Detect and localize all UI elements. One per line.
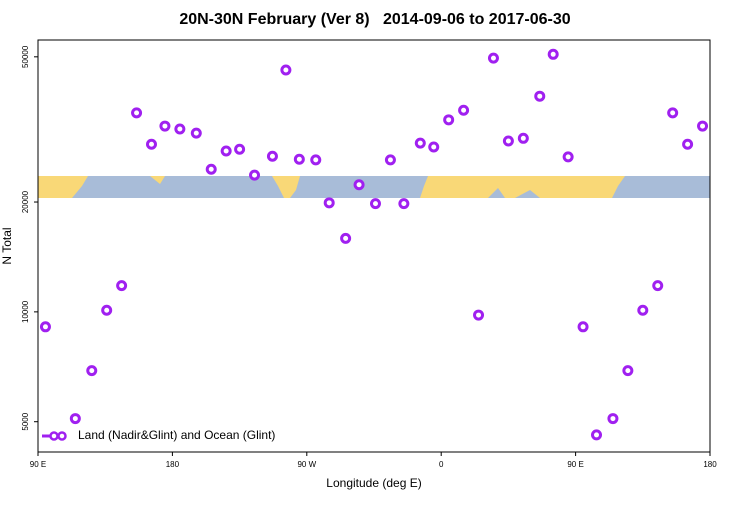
point [534, 90, 546, 102]
y-axis-label: N Total [0, 227, 14, 264]
chart-title: 20N-30N February (Ver 8) 2014-09-06 to 2… [179, 11, 570, 28]
point [323, 197, 335, 209]
x-tick-label: 90 E [567, 460, 583, 469]
x-tick-label: 0 [439, 460, 444, 469]
legend-marker [57, 431, 67, 441]
map-band [38, 176, 710, 198]
point [443, 114, 455, 126]
point [131, 107, 143, 119]
point [310, 154, 322, 166]
point [667, 107, 679, 119]
point [547, 48, 559, 60]
legend-label: Land (Nadir&Glint) and Ocean (Glint) [78, 428, 275, 442]
x-tick-label: 180 [166, 460, 180, 469]
point [190, 127, 202, 139]
point [473, 309, 485, 321]
point [116, 280, 128, 292]
point [39, 321, 51, 333]
point [517, 132, 529, 144]
point [369, 198, 381, 210]
point [637, 304, 649, 316]
point [607, 413, 619, 425]
point [266, 150, 278, 162]
point [249, 169, 261, 181]
plot-frame [37, 39, 711, 453]
point [682, 138, 694, 150]
point [145, 138, 157, 150]
point [458, 104, 470, 116]
x-tick-label: 90 W [297, 460, 316, 469]
point [205, 163, 217, 175]
point [591, 429, 603, 441]
point [280, 64, 292, 76]
point [340, 232, 352, 244]
land [272, 176, 300, 198]
point [622, 365, 634, 377]
point [174, 123, 186, 135]
y-tick-label: 10000 [21, 300, 30, 323]
land [38, 176, 88, 198]
point [293, 153, 305, 165]
point [697, 120, 709, 132]
point [398, 198, 410, 210]
point [101, 304, 113, 316]
point [562, 151, 574, 163]
x-tick-label: 180 [703, 460, 717, 469]
y-tick-label: 5000 [21, 412, 30, 430]
point [577, 321, 589, 333]
point [220, 145, 232, 157]
point [652, 280, 664, 292]
point [502, 135, 514, 147]
point [69, 413, 81, 425]
point [353, 179, 365, 191]
y-tick-label: 20000 [21, 190, 30, 213]
point [159, 120, 171, 132]
point [487, 52, 499, 64]
land [150, 176, 165, 184]
legend-marker [49, 431, 59, 441]
x-axis-label: Longitude (deg E) [326, 476, 421, 490]
x-tick-label: 90 E [30, 460, 46, 469]
point [234, 143, 246, 155]
land [420, 176, 625, 198]
point [428, 141, 440, 153]
point [86, 365, 98, 377]
y-tick-label: 50000 [21, 45, 30, 68]
point [384, 154, 396, 166]
point [414, 137, 426, 149]
